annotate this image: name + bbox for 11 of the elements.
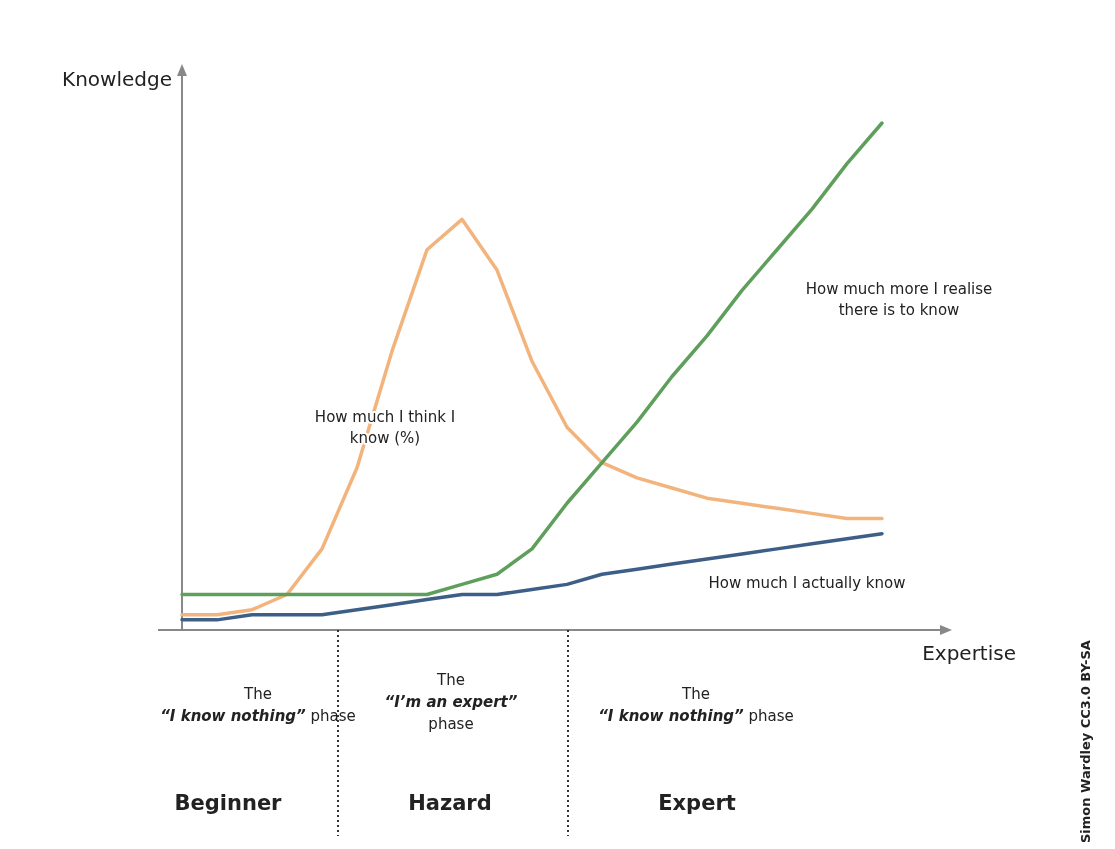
text: Expert — [658, 791, 736, 815]
text: How much more I realise there is to know — [805, 280, 993, 319]
text: The “I know nothing” phase — [598, 685, 794, 725]
text: The “I know nothing” phase — [160, 685, 356, 725]
text: Beginner — [174, 791, 283, 815]
y-axis-title: Knowledge — [62, 67, 172, 91]
series-label: How much I actually know — [708, 574, 906, 592]
text: Hazard — [408, 791, 492, 815]
text: The “I’m an expert” phase — [384, 671, 518, 733]
text: Simon Wardley CC3.0 BY-SA — [1078, 640, 1093, 843]
x-axis-title: Expertise — [922, 641, 1016, 665]
